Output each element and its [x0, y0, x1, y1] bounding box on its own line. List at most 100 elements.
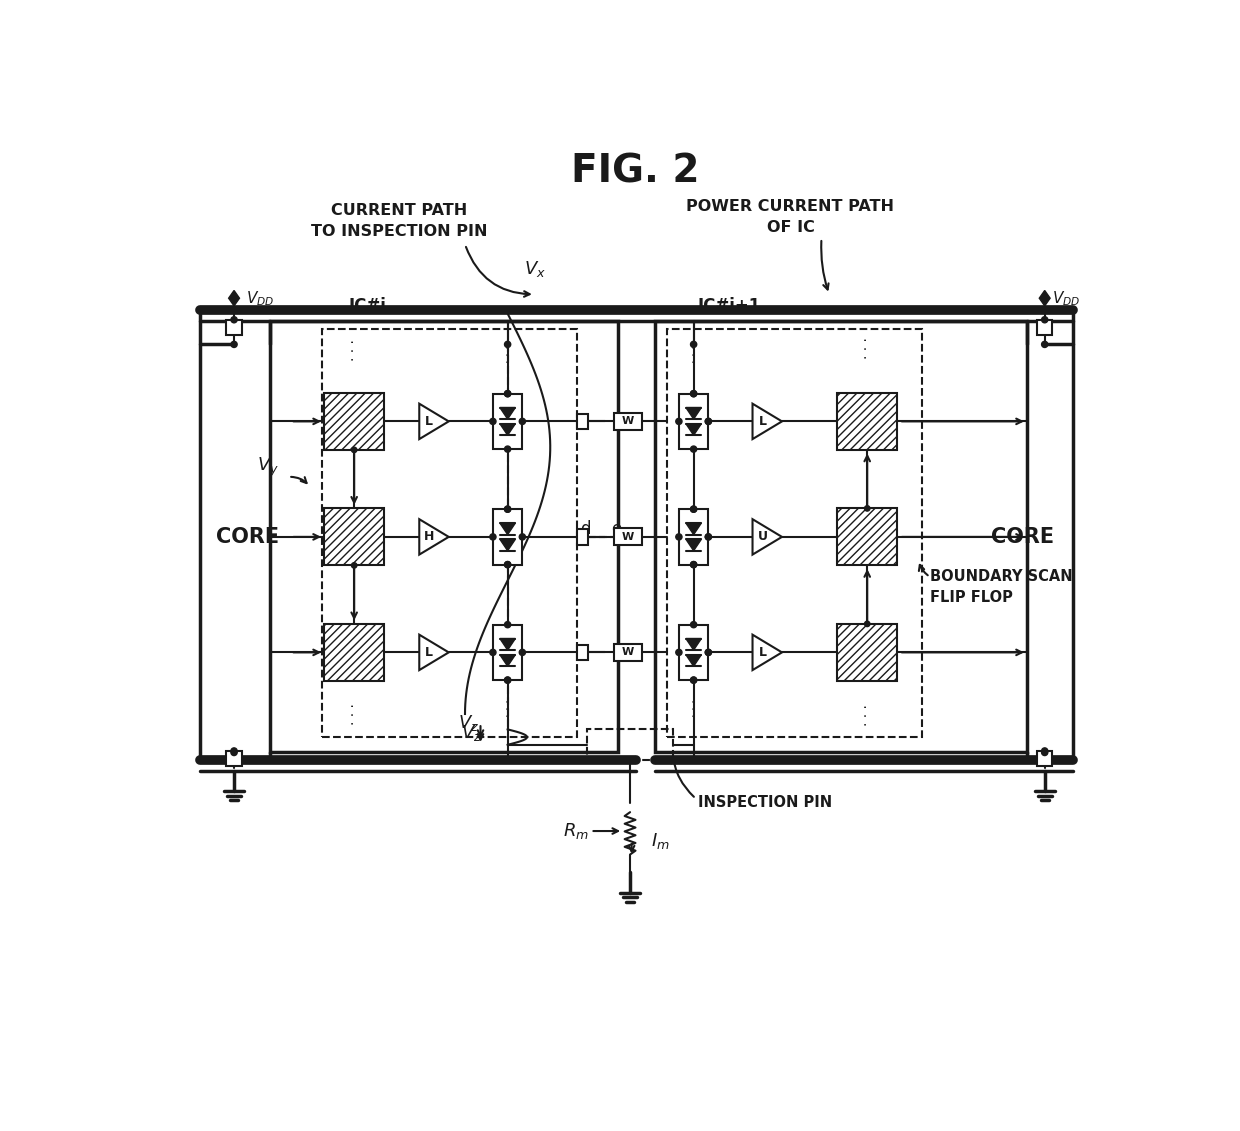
Polygon shape — [500, 539, 516, 551]
Text: BOUNDARY SCAN
FLIP FLOP: BOUNDARY SCAN FLIP FLOP — [930, 569, 1073, 605]
Bar — [494, 394, 522, 449]
Circle shape — [706, 418, 712, 424]
Text: W: W — [621, 416, 634, 426]
Circle shape — [505, 677, 511, 683]
Text: CURRENT PATH
TO INSPECTION PIN: CURRENT PATH TO INSPECTION PIN — [311, 204, 487, 239]
Text: · · ·: · · · — [861, 705, 874, 726]
Text: IC#i+1: IC#i+1 — [697, 297, 761, 314]
Bar — [588, 729, 672, 760]
Circle shape — [1042, 750, 1048, 756]
Polygon shape — [500, 407, 516, 420]
Polygon shape — [686, 639, 702, 650]
Circle shape — [691, 446, 697, 452]
Text: $R_m$: $R_m$ — [563, 821, 589, 841]
Polygon shape — [419, 404, 449, 439]
Circle shape — [676, 418, 682, 424]
Bar — [667, 329, 923, 737]
Circle shape — [1042, 317, 1048, 322]
Text: U: U — [758, 530, 768, 543]
Circle shape — [691, 561, 697, 568]
Circle shape — [864, 506, 870, 511]
Circle shape — [505, 677, 511, 683]
Circle shape — [1042, 748, 1048, 754]
Circle shape — [676, 534, 682, 539]
Bar — [270, 321, 619, 752]
Circle shape — [231, 317, 237, 322]
Polygon shape — [753, 519, 782, 554]
Circle shape — [505, 390, 511, 397]
Circle shape — [231, 342, 237, 347]
Circle shape — [505, 506, 511, 512]
Text: · · ·: · · · — [688, 699, 698, 717]
Bar — [837, 392, 898, 450]
Circle shape — [231, 307, 237, 313]
Bar — [680, 509, 708, 564]
Circle shape — [351, 447, 357, 452]
Text: L: L — [759, 646, 766, 659]
Circle shape — [505, 342, 511, 347]
Circle shape — [691, 390, 697, 397]
Text: POWER CURRENT PATH
OF IC: POWER CURRENT PATH OF IC — [687, 199, 894, 235]
Text: H: H — [424, 530, 434, 543]
Circle shape — [505, 622, 511, 628]
Circle shape — [520, 649, 526, 656]
Polygon shape — [686, 655, 702, 666]
Text: · · ·: · · · — [347, 703, 361, 725]
Bar — [578, 529, 588, 545]
Circle shape — [676, 649, 682, 656]
Bar — [837, 509, 898, 566]
Bar — [321, 329, 578, 737]
Bar — [655, 321, 1027, 752]
Text: · · ·: · · · — [502, 699, 512, 717]
Circle shape — [231, 748, 237, 754]
Text: $V_{DD}$: $V_{DD}$ — [1053, 288, 1081, 308]
Text: IC#i: IC#i — [348, 297, 387, 314]
Text: $I_m$: $I_m$ — [651, 831, 670, 851]
Bar — [324, 624, 384, 681]
Text: CORE: CORE — [992, 527, 1054, 547]
Polygon shape — [686, 424, 702, 435]
Text: L: L — [425, 646, 433, 659]
Circle shape — [351, 563, 357, 568]
Polygon shape — [753, 634, 782, 670]
Polygon shape — [500, 655, 516, 666]
Text: $V_x$: $V_x$ — [523, 259, 546, 279]
Bar — [324, 392, 384, 450]
Text: e: e — [611, 520, 621, 538]
Text: W: W — [621, 647, 634, 657]
Text: L: L — [425, 415, 433, 428]
Circle shape — [490, 418, 496, 424]
Polygon shape — [753, 404, 782, 439]
Circle shape — [706, 534, 712, 539]
Polygon shape — [686, 407, 702, 420]
Circle shape — [1042, 342, 1048, 347]
Bar — [494, 509, 522, 564]
Polygon shape — [419, 634, 449, 670]
Bar — [614, 413, 642, 430]
Circle shape — [691, 677, 697, 683]
Bar — [614, 528, 642, 545]
Bar — [837, 624, 898, 681]
Text: d: d — [580, 520, 590, 538]
Bar — [1037, 320, 1053, 335]
Text: $V_y$: $V_y$ — [257, 456, 279, 480]
Circle shape — [691, 506, 697, 512]
Circle shape — [1042, 307, 1048, 313]
Text: · · ·: · · · — [347, 339, 361, 362]
Bar — [578, 414, 588, 429]
Circle shape — [691, 622, 697, 628]
Circle shape — [691, 506, 697, 512]
Bar — [1037, 751, 1053, 767]
Circle shape — [520, 418, 526, 424]
Circle shape — [691, 561, 697, 568]
Text: FIG. 2: FIG. 2 — [572, 153, 699, 190]
Text: $V_z$: $V_z$ — [460, 723, 482, 743]
Circle shape — [490, 534, 496, 539]
Bar — [578, 645, 588, 661]
Polygon shape — [686, 539, 702, 551]
Text: W: W — [621, 532, 634, 542]
Circle shape — [706, 649, 712, 656]
Text: · · ·: · · · — [688, 345, 698, 363]
Circle shape — [691, 677, 697, 683]
Circle shape — [706, 534, 712, 539]
